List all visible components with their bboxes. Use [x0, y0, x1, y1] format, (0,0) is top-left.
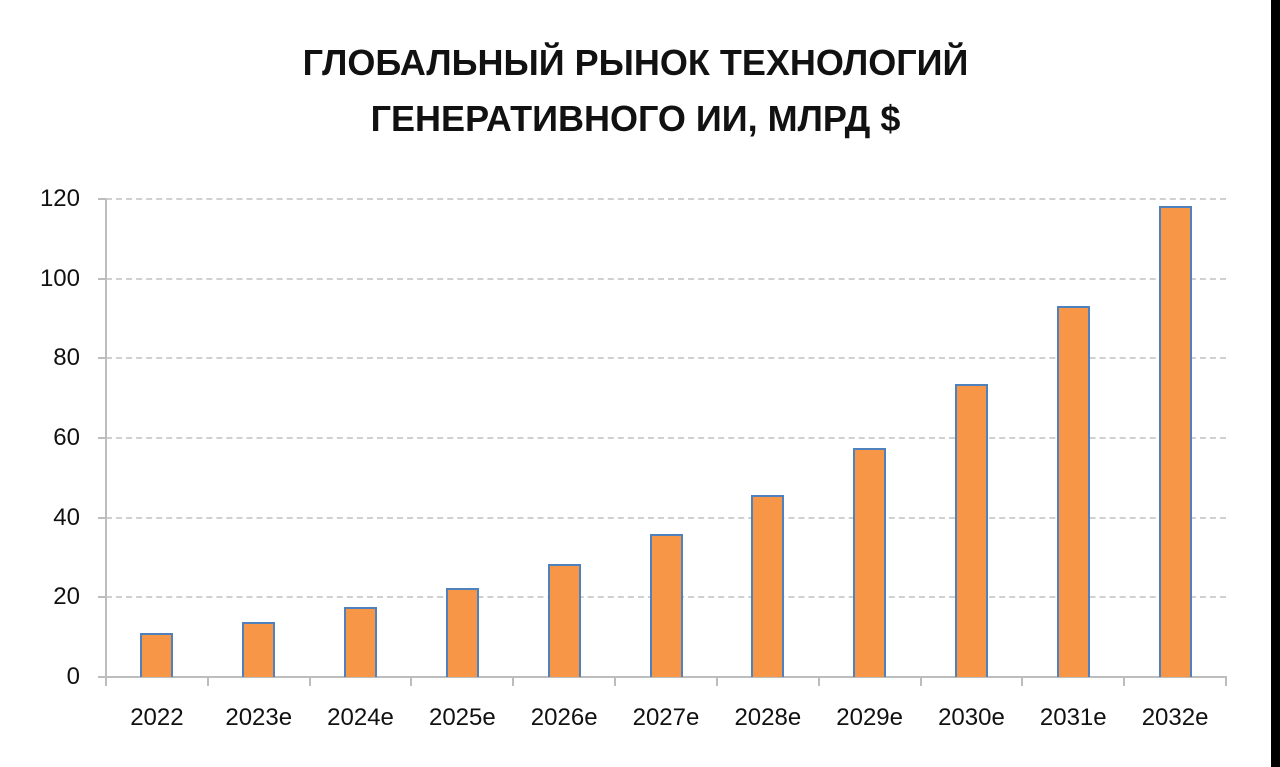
y-tick-mark	[98, 437, 106, 439]
x-tick-mark	[614, 677, 617, 686]
bar-2024e	[344, 606, 378, 677]
bar-2030e	[954, 383, 988, 677]
gridline	[106, 198, 1226, 200]
y-tick-label: 40	[53, 503, 80, 531]
y-tick-mark	[98, 198, 106, 200]
y-tick-mark	[98, 596, 106, 599]
x-tick-mark	[715, 677, 718, 686]
x-tick-mark	[1123, 677, 1126, 686]
x-tick-label: 2030e	[938, 704, 1005, 731]
x-tick-mark	[308, 677, 311, 686]
bar-2027e	[649, 533, 683, 677]
x-tick-mark	[206, 677, 209, 686]
gridline	[106, 516, 1226, 519]
x-tick-mark	[1225, 677, 1227, 686]
x-axis	[105, 676, 1227, 678]
x-tick-mark	[410, 677, 413, 686]
y-tick-mark	[98, 516, 106, 519]
x-tick-label: 2027e	[632, 704, 700, 731]
bar-2031e	[1056, 306, 1090, 677]
x-tick-mark	[817, 677, 820, 686]
x-tick-label: 2024e	[327, 704, 394, 731]
bar-2028e	[751, 494, 785, 677]
gridline	[106, 277, 1226, 280]
gridline	[106, 437, 1226, 439]
bar-2029e	[853, 447, 887, 677]
y-tick-label: 100	[39, 264, 80, 292]
y-tick-mark	[98, 277, 106, 280]
bar-2025e	[445, 588, 479, 677]
chart-title-line-2: ГЕНЕРАТИВНОГО ИИ, МЛРД $	[370, 98, 901, 139]
y-tick-label: 60	[53, 424, 80, 451]
x-tick-mark	[919, 677, 922, 686]
bar-2023e	[242, 622, 276, 677]
x-tick-label: 2031e	[1039, 704, 1107, 731]
x-tick-mark	[105, 677, 107, 686]
x-tick-label: 2029e	[836, 704, 903, 731]
y-axis	[105, 199, 107, 678]
x-tick-label: 2022	[130, 704, 184, 731]
bar-2026e	[547, 563, 581, 677]
y-tick-mark	[98, 676, 106, 678]
y-tick-label: 80	[53, 344, 80, 372]
x-tick-label: 2032e	[1141, 704, 1209, 731]
y-tick-label: 120	[39, 185, 80, 212]
x-tick-mark	[512, 677, 515, 686]
y-tick-label: 0	[66, 663, 80, 690]
x-tick-label: 2028e	[734, 704, 802, 731]
y-tick-label: 20	[53, 583, 80, 611]
bar-2032e	[1158, 206, 1192, 677]
x-tick-label: 2023e	[225, 704, 293, 731]
chart-title-line-1: ГЛОБАЛЬНЫЙ РЫНОК ТЕХНОЛОГИЙ	[302, 42, 969, 83]
x-tick-label: 2025e	[428, 704, 496, 731]
x-tick-label: 2026e	[530, 704, 598, 731]
x-tick-mark	[1021, 677, 1024, 686]
y-tick-mark	[98, 357, 106, 360]
bar-2022	[140, 633, 174, 677]
gridline	[106, 357, 1226, 360]
